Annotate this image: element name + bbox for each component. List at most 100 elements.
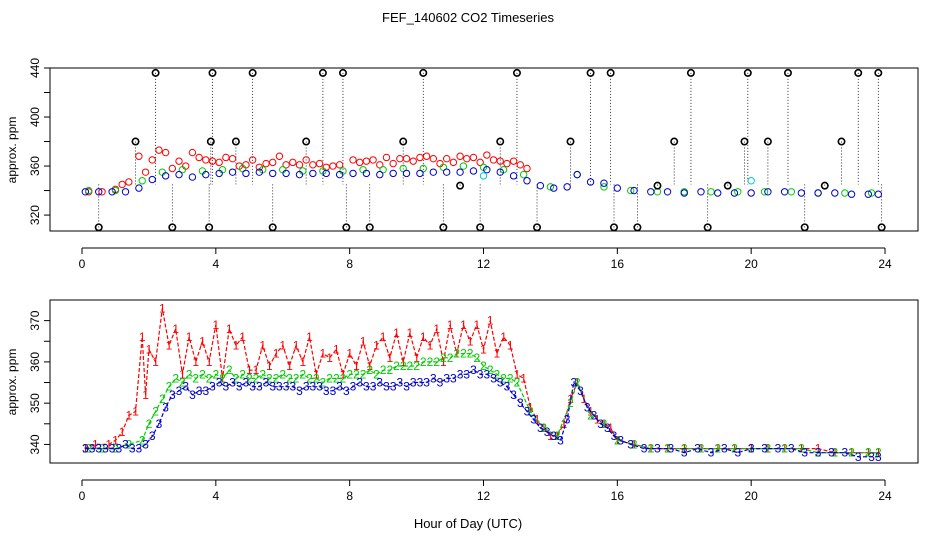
data-point: 3: [109, 442, 116, 456]
y-tick-label: 440: [28, 58, 42, 78]
data-point: 2: [179, 376, 186, 390]
data-point: 3: [570, 376, 577, 390]
data-point: 2: [192, 371, 199, 385]
data-point: 1: [279, 338, 286, 352]
data-point: [512, 68, 521, 77]
data-point: [606, 68, 615, 77]
data-point: [118, 180, 126, 189]
data-point: 1: [320, 347, 327, 361]
data-point: 2: [473, 351, 480, 365]
data-point: 2: [487, 363, 494, 377]
data-point: 2: [386, 363, 393, 377]
data-point: [496, 157, 504, 165]
data-point: [877, 223, 886, 232]
data-point: 3: [370, 380, 377, 394]
data-point: 3: [263, 376, 270, 390]
data-point: 1: [239, 330, 246, 344]
data-point: 3: [236, 380, 243, 394]
data-point: [255, 168, 264, 176]
data-point: 3: [223, 380, 230, 394]
data-point: 3: [176, 384, 183, 398]
data-point: 1: [420, 330, 427, 344]
data-point: [760, 188, 769, 196]
data-point: 2: [447, 351, 454, 365]
data-point: [108, 188, 116, 196]
data-point: [275, 152, 284, 160]
data-point: [175, 157, 183, 165]
data-point: 1: [112, 433, 119, 447]
data-point: [747, 189, 755, 197]
y-tick-label: 370: [28, 310, 42, 330]
data-point: 1: [233, 338, 240, 352]
series-extra: [479, 172, 755, 185]
data-point: 1: [253, 363, 260, 377]
data-point: 3: [417, 376, 424, 390]
data-point: [409, 157, 417, 165]
data-point: 1: [340, 367, 347, 381]
data-point: 2: [427, 355, 434, 369]
data-point: 1: [326, 351, 333, 365]
data-point: 3: [216, 376, 223, 390]
data-point: [429, 168, 438, 176]
data-point: 1: [413, 351, 420, 365]
data-point: 3: [296, 384, 303, 398]
data-point: 3: [450, 371, 457, 385]
data-point: 3: [189, 388, 196, 402]
data-point: [168, 164, 177, 173]
data-point: 2: [340, 371, 347, 385]
data-point: [125, 178, 133, 186]
data-point: 3: [202, 384, 209, 398]
x-tick-label: 16: [611, 489, 625, 503]
x-tick-label: 0: [79, 257, 86, 271]
data-point: [376, 170, 384, 179]
data-point: 2: [259, 367, 266, 381]
data-point: [573, 170, 581, 179]
data-point: 3: [102, 442, 109, 456]
data-point: 1: [540, 421, 547, 435]
data-point: 3: [510, 388, 517, 402]
data-point: 2: [373, 367, 380, 381]
data-point: 1: [560, 417, 567, 431]
data-point: 2: [460, 347, 467, 361]
data-point: [847, 190, 856, 198]
data-point: 3: [557, 433, 564, 447]
data-point: [743, 68, 752, 77]
data-point: 1: [125, 409, 132, 423]
data-point: 2: [494, 367, 501, 381]
data-point: 2: [440, 351, 447, 365]
data-point: [262, 159, 270, 168]
data-point: 1: [473, 318, 480, 332]
data-point: 3: [310, 380, 317, 394]
data-point: [633, 223, 642, 232]
data-point: 3: [597, 417, 604, 431]
data-point: 3: [269, 380, 276, 394]
data-point: [630, 186, 638, 195]
data-point: 2: [159, 392, 166, 406]
data-point: [874, 190, 883, 198]
data-point: [335, 170, 344, 179]
data-point: [309, 169, 317, 178]
data-point: 2: [453, 347, 460, 361]
data-point: [707, 188, 715, 196]
data-point: 3: [627, 437, 634, 451]
data-point: 3: [617, 433, 624, 447]
data-point: 2: [226, 363, 233, 377]
data-point: 2: [326, 371, 333, 385]
data-point: 3: [403, 380, 410, 394]
data-point: 3: [142, 437, 149, 451]
data-point: 2: [781, 442, 788, 456]
data-point: [653, 181, 662, 190]
data-point: 3: [550, 429, 557, 443]
data-point: 1: [266, 359, 273, 373]
data-point: [282, 169, 290, 178]
data-point: [295, 161, 304, 169]
x-tick-label: 20: [744, 257, 758, 271]
data-point: [98, 188, 106, 196]
data-point: [442, 154, 451, 163]
data-point: 2: [527, 404, 534, 418]
data-point: [206, 137, 215, 146]
data-point: 2: [172, 371, 179, 385]
data-point: [269, 169, 277, 178]
data-point: [429, 154, 438, 163]
series-line: [85, 308, 879, 454]
